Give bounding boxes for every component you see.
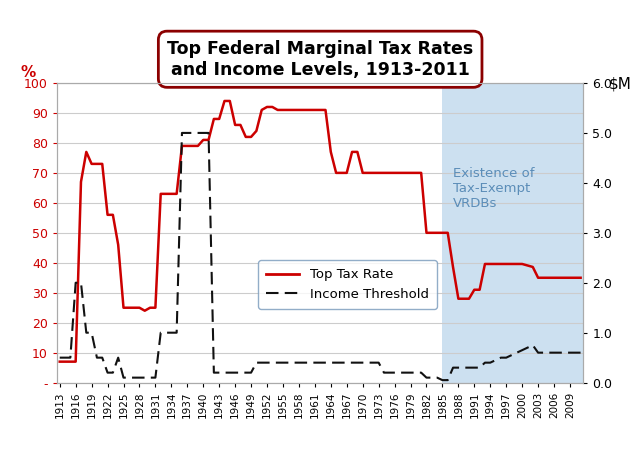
Title: Top Federal Marginal Tax Rates
and Income Levels, 1913-2011: Top Federal Marginal Tax Rates and Incom… [167, 40, 474, 79]
Y-axis label: %: % [20, 65, 36, 80]
Legend: Top Tax Rate, Income Threshold: Top Tax Rate, Income Threshold [259, 260, 437, 309]
Bar [443, 83, 586, 383]
Text: Existence of
Tax-Exempt
VRDBs: Existence of Tax-Exempt VRDBs [453, 167, 534, 210]
Y-axis label: $M: $M [609, 77, 631, 92]
